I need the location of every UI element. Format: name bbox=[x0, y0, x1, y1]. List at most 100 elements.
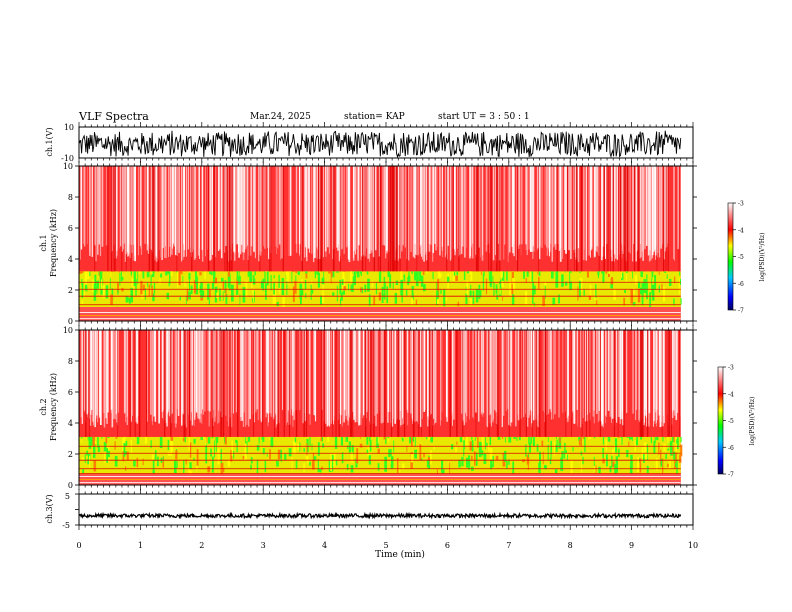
spectrogram-stripe bbox=[661, 330, 664, 427]
spectrogram-band-cell bbox=[554, 469, 558, 474]
spectrogram-stripe bbox=[211, 166, 213, 260]
spectrogram-band-cell bbox=[80, 438, 82, 444]
spectrogram-streak bbox=[130, 166, 132, 272]
spectrogram-streak bbox=[189, 330, 191, 437]
spectrogram-stripe bbox=[305, 166, 307, 257]
spectrogram-stripe bbox=[606, 330, 607, 417]
spectrogram-band-cell bbox=[151, 271, 155, 277]
spectrogram-band-cell bbox=[366, 436, 369, 445]
spectrogram-band-cell bbox=[213, 271, 216, 284]
spectrogram-stripe bbox=[269, 330, 271, 414]
spectrogram-band-cell bbox=[664, 271, 667, 273]
spectrogram-band-cell bbox=[291, 271, 293, 284]
ch3-ytick-top: 5 bbox=[65, 492, 70, 501]
spectrogram-stripe bbox=[441, 330, 443, 412]
spectrogram-band-cell bbox=[634, 275, 638, 284]
spectrogram-stripe bbox=[171, 166, 173, 255]
spectrogram-band-cell bbox=[635, 439, 639, 446]
spectrogram-stripe bbox=[378, 166, 380, 257]
spectrogram-stripe bbox=[339, 330, 341, 425]
spectrogram-stripe bbox=[207, 330, 209, 411]
spectrogram-stripe bbox=[309, 330, 311, 425]
spectrogram-band-cell bbox=[126, 297, 129, 302]
spectrogram-stripe bbox=[461, 166, 463, 254]
spectrogram-band-cell bbox=[387, 436, 389, 439]
spectrogram-streak bbox=[226, 166, 228, 272]
spectrogram-band-cell bbox=[188, 291, 191, 300]
spectrogram-band-cell bbox=[608, 273, 611, 278]
spectrogram-streak bbox=[427, 166, 429, 272]
spectrogram-stripe bbox=[167, 330, 170, 410]
spectrogram-band-cell bbox=[415, 271, 419, 287]
spectrogram-stripe bbox=[92, 166, 93, 257]
spectrogram-stripe bbox=[187, 166, 189, 250]
spectrogram-stripe bbox=[90, 330, 93, 410]
spectrogram-streak bbox=[610, 166, 611, 272]
spectrogram-stripe bbox=[375, 166, 377, 251]
spectrogram-stripe bbox=[352, 330, 355, 420]
spectrogram-stripe bbox=[602, 166, 604, 247]
spectrogram-band-cell bbox=[299, 283, 303, 299]
spectrogram-streak bbox=[305, 330, 307, 437]
xtick-label: 9 bbox=[629, 541, 634, 550]
spectrogram-band-cell bbox=[675, 436, 677, 453]
spectrogram-band-cell bbox=[558, 438, 562, 449]
spectrogram-band-cell bbox=[109, 278, 111, 289]
spectrogram-band-cell bbox=[414, 436, 416, 447]
spectrogram-streak bbox=[638, 166, 640, 272]
spectrogram-stripe bbox=[241, 166, 243, 253]
spectrogram-stripe bbox=[444, 166, 446, 258]
spectrogram-stripe bbox=[347, 166, 349, 260]
spectrogram-stripe bbox=[501, 330, 503, 428]
spectrogram-stripe bbox=[441, 166, 443, 258]
spectrogram-ytick-label: 10 bbox=[63, 326, 73, 335]
spectrogram-stripe bbox=[572, 330, 574, 412]
spectrogram-stripe bbox=[80, 166, 82, 260]
spectrogram-band-cell bbox=[646, 444, 649, 461]
spectrogram-band-cell bbox=[317, 272, 320, 288]
spectrogram-band-cell bbox=[177, 271, 179, 288]
spectrogram-stripe bbox=[643, 330, 644, 415]
spectrogram-stripe bbox=[178, 166, 181, 253]
spectrogram-band-cell bbox=[463, 436, 466, 440]
spectrogram-band-cell bbox=[313, 456, 317, 461]
spectrogram-stripe bbox=[407, 330, 409, 413]
spectrogram-band-cell bbox=[82, 469, 85, 474]
spectrogram-stripe bbox=[463, 166, 466, 258]
spectrogram-band-cell bbox=[336, 271, 339, 273]
spectrogram-stripe bbox=[376, 330, 379, 414]
spectrogram-stripe bbox=[541, 166, 543, 249]
spectrogram-band-cell bbox=[167, 271, 169, 275]
spectrogram-stripe bbox=[327, 166, 329, 248]
spectrogram-stripe bbox=[593, 330, 595, 424]
spectrogram-band-cell bbox=[477, 436, 479, 448]
spectrogram-streak bbox=[229, 330, 231, 437]
spectrogram-band-cell bbox=[207, 436, 211, 444]
spectrogram-band-cell bbox=[541, 440, 544, 447]
spectrogram-band-cell bbox=[90, 436, 93, 444]
spectrogram-stripe bbox=[176, 330, 178, 410]
spectrogram-stripe bbox=[215, 166, 217, 257]
xtick-label: 10 bbox=[688, 541, 698, 550]
spectrogram-stripe bbox=[170, 166, 171, 257]
spectrogram-stripe bbox=[270, 330, 273, 417]
spectrogram-band-cell bbox=[449, 462, 451, 474]
spectrogram-band-cell bbox=[258, 436, 260, 444]
spectrogram-band-cell bbox=[675, 454, 677, 464]
spectrogram-band-cell bbox=[597, 271, 600, 276]
colorbar-tick-label: -3 bbox=[728, 365, 734, 372]
spectrogram-band-cell bbox=[646, 465, 649, 474]
spectrogram-band-cell bbox=[495, 455, 499, 461]
spectrogram-stripe bbox=[397, 166, 399, 261]
spectrogram-stripe bbox=[194, 166, 197, 259]
spectrogram-stripe bbox=[135, 330, 138, 418]
spectrogram-stripe bbox=[412, 166, 415, 257]
spectrogram-stripe bbox=[355, 166, 357, 250]
spectrogram-band-cell bbox=[646, 282, 648, 300]
spectrogram-band-cell bbox=[441, 460, 444, 474]
spectrogram-band-cell bbox=[343, 286, 346, 291]
spectrogram-stripe bbox=[526, 166, 528, 256]
spectrogram-stripe bbox=[281, 166, 283, 259]
spectrogram-streak bbox=[129, 330, 131, 437]
spectrogram-band-cell bbox=[167, 452, 170, 456]
